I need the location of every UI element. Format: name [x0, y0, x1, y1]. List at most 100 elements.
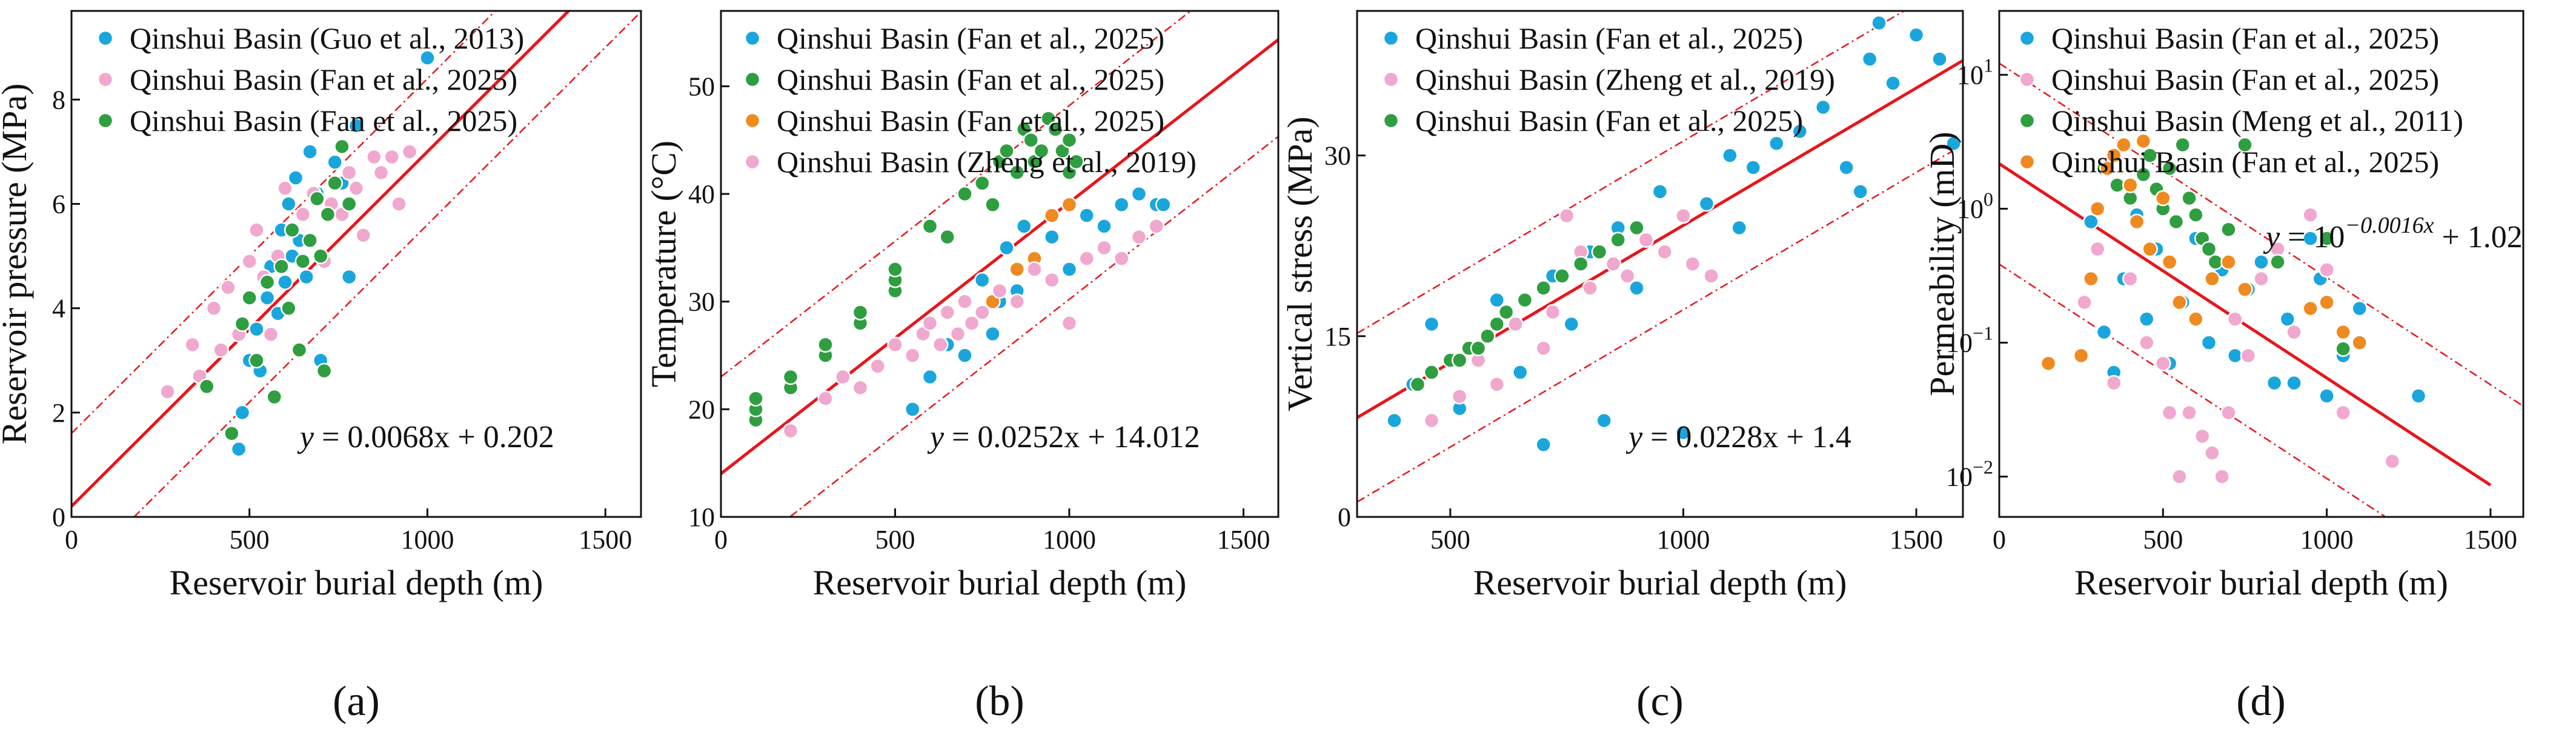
data-point	[2200, 241, 2217, 258]
data-point	[2319, 230, 2335, 247]
data-point	[1009, 261, 1025, 278]
legend-marker	[744, 71, 761, 88]
data-point	[1114, 250, 1130, 267]
data-point	[1451, 352, 1468, 368]
data-point	[2214, 468, 2230, 485]
data-point	[1026, 261, 1043, 278]
data-point	[2171, 468, 2188, 485]
legend-marker	[1383, 30, 1399, 47]
data-point	[887, 261, 903, 278]
data-point	[2128, 213, 2145, 230]
data-point	[341, 268, 357, 285]
data-point	[817, 336, 834, 353]
data-point	[1703, 268, 1719, 284]
data-point	[1861, 51, 1878, 67]
data-point	[1078, 207, 1095, 224]
data-point	[2168, 213, 2185, 230]
data-point	[2194, 428, 2211, 445]
legend-label: Qinshui Basin (Fan et al., 2025)	[130, 104, 517, 138]
legend-label: Qinshui Basin (Zheng et al., 2019)	[777, 145, 1197, 179]
data-point	[2116, 136, 2132, 153]
data-point	[2302, 230, 2319, 247]
series-1	[905, 185, 1172, 418]
data-point	[1155, 196, 1172, 213]
data-point	[2089, 201, 2106, 217]
y-tick-label: 8	[52, 85, 65, 115]
x-tick-label: 1000	[1656, 525, 1710, 554]
data-point	[1814, 99, 1831, 116]
data-point	[1745, 159, 1762, 176]
data-point	[1061, 315, 1078, 331]
data-point	[341, 164, 357, 181]
data-point	[355, 227, 371, 244]
data-point	[241, 253, 257, 270]
data-point	[199, 378, 215, 395]
legend-label: Qinshui Basin (Zheng et al., 2019)	[1415, 62, 1835, 96]
data-point	[1675, 424, 1691, 441]
data-point	[949, 325, 966, 342]
data-point	[1628, 219, 1645, 236]
data-point	[2204, 445, 2220, 461]
data-point	[2105, 147, 2122, 164]
x-tick-label: 500	[230, 525, 270, 554]
data-point	[2099, 160, 2116, 177]
data-point	[2174, 136, 2191, 153]
data-point	[1656, 244, 1673, 260]
x-tick-label: 1500	[1217, 525, 1270, 554]
legend-label: Qinshui Basin (Meng et al., 2011)	[2051, 104, 2463, 138]
series-2	[748, 110, 1084, 428]
data-point	[2237, 281, 2253, 298]
data-point	[1148, 218, 1164, 235]
legend-label: Qinshui Basin (Fan et al., 2025)	[777, 62, 1164, 96]
data-point	[1684, 256, 1701, 272]
series-1	[1386, 15, 1962, 453]
data-point	[313, 248, 329, 264]
data-point	[234, 404, 251, 421]
data-point	[939, 304, 955, 321]
fit-equation: y = 0.0068x + 0.202	[297, 420, 554, 454]
data-point	[1061, 196, 1078, 213]
data-point	[1470, 340, 1487, 356]
plot-frame	[720, 10, 1280, 518]
data-point	[2040, 355, 2057, 371]
data-point	[287, 170, 304, 186]
y-tick-label: 30	[1324, 141, 1351, 171]
data-point	[835, 368, 851, 385]
data-point	[963, 315, 980, 331]
data-point	[1871, 15, 1887, 32]
data-point	[213, 342, 229, 358]
data-point	[230, 441, 247, 458]
data-point	[1610, 231, 1627, 248]
data-point	[1535, 280, 1552, 296]
data-point	[1489, 291, 1505, 308]
data-point	[348, 180, 365, 196]
data-point	[2204, 270, 2220, 287]
data-point	[2220, 254, 2237, 270]
fit-line	[1999, 162, 2492, 487]
data-point	[2351, 335, 2368, 351]
data-point	[259, 290, 276, 306]
data-point	[1009, 164, 1025, 181]
data-point	[1386, 412, 1403, 429]
data-point	[2142, 147, 2158, 164]
data-point	[248, 222, 265, 238]
data-point	[1638, 231, 1655, 248]
data-point	[1572, 256, 1589, 272]
data-point	[2253, 270, 2269, 287]
data-point	[2083, 270, 2099, 287]
legend-label: Qinshui Basin (Fan et al., 2025)	[2051, 62, 2439, 96]
data-point	[782, 422, 799, 439]
data-point	[2240, 347, 2257, 364]
data-point	[327, 175, 343, 191]
data-point	[373, 164, 390, 181]
data-point	[1931, 51, 1948, 67]
data-point	[869, 358, 886, 374]
data-point	[234, 316, 251, 332]
panel-label: (a)	[333, 678, 380, 725]
data-point	[291, 342, 308, 358]
data-point	[383, 148, 400, 165]
panel-label: (b)	[975, 678, 1024, 725]
data-point	[1945, 135, 1962, 151]
x-tick-label: 1000	[1043, 525, 1096, 554]
